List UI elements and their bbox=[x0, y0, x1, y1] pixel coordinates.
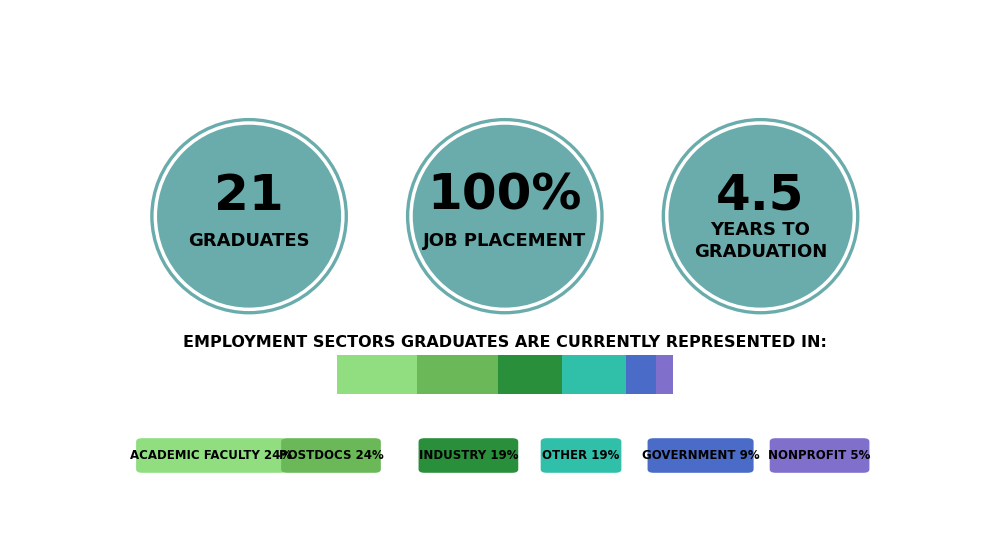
FancyBboxPatch shape bbox=[136, 438, 287, 473]
Text: GRADUATES: GRADUATES bbox=[188, 232, 310, 250]
FancyBboxPatch shape bbox=[281, 438, 381, 473]
Ellipse shape bbox=[658, 114, 864, 319]
Text: JOB PLACEMENT: JOB PLACEMENT bbox=[424, 232, 586, 250]
Text: 21: 21 bbox=[214, 171, 284, 220]
Text: NONPROFIT 5%: NONPROFIT 5% bbox=[768, 449, 871, 462]
Ellipse shape bbox=[146, 114, 353, 319]
Text: POSTDOCS 24%: POSTDOCS 24% bbox=[279, 449, 383, 462]
Text: YEARS TO
GRADUATION: YEARS TO GRADUATION bbox=[693, 221, 827, 261]
FancyBboxPatch shape bbox=[561, 355, 625, 393]
FancyBboxPatch shape bbox=[498, 355, 561, 393]
Text: 4.5: 4.5 bbox=[716, 171, 805, 220]
Text: ACADEMIC FACULTY 24%: ACADEMIC FACULTY 24% bbox=[130, 449, 293, 462]
FancyBboxPatch shape bbox=[656, 355, 673, 393]
FancyBboxPatch shape bbox=[418, 355, 498, 393]
Text: INDUSTRY 19%: INDUSTRY 19% bbox=[419, 449, 518, 462]
Ellipse shape bbox=[402, 114, 608, 319]
Text: EMPLOYMENT SECTORS GRADUATES ARE CURRENTLY REPRESENTED IN:: EMPLOYMENT SECTORS GRADUATES ARE CURRENT… bbox=[183, 335, 826, 350]
Text: 100%: 100% bbox=[427, 171, 582, 220]
Text: GOVERNMENT 9%: GOVERNMENT 9% bbox=[642, 449, 759, 462]
FancyBboxPatch shape bbox=[647, 438, 754, 473]
FancyBboxPatch shape bbox=[337, 355, 418, 393]
FancyBboxPatch shape bbox=[541, 438, 622, 473]
FancyBboxPatch shape bbox=[419, 438, 518, 473]
FancyBboxPatch shape bbox=[625, 355, 656, 393]
FancyBboxPatch shape bbox=[769, 438, 870, 473]
Text: OTHER 19%: OTHER 19% bbox=[543, 449, 620, 462]
